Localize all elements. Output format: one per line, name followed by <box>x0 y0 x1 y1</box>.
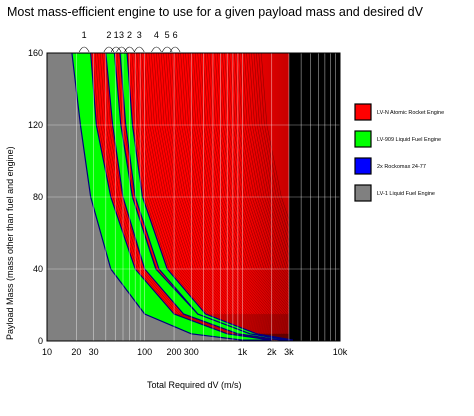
region-label: 1 <box>114 30 119 40</box>
y-tick-labels: 0 40 80 120 160 <box>28 48 43 346</box>
region-label: 1 <box>82 30 87 40</box>
region-bracket <box>124 46 135 53</box>
y-tick-label: 80 <box>33 192 43 202</box>
region-bracket <box>151 46 162 53</box>
region-bracket <box>169 46 181 53</box>
legend-swatch <box>354 184 372 202</box>
x-axis-label: Total Required dV (m/s) <box>147 380 242 390</box>
x-tick-label: 2k <box>267 347 277 357</box>
region-bracket <box>110 46 122 53</box>
lv909-band-3 <box>119 53 294 341</box>
grid <box>47 53 340 341</box>
legend-swatch <box>354 157 372 175</box>
region-label: 5 <box>165 30 170 40</box>
legend-label: LV-N Atomic Rocket Engine <box>377 110 444 116</box>
chart-title: Most mass-efficient engine to use for a … <box>7 5 424 19</box>
legend-label: 2x Rockomax 24-77 <box>377 164 426 170</box>
x-tick-label: 100 <box>137 347 152 357</box>
x-tick-label: 10k <box>333 347 348 357</box>
region-label: 4 <box>154 30 159 40</box>
x-tick-label: 30 <box>89 347 99 357</box>
region-label: 3 <box>119 30 124 40</box>
x-tick-labels: 10 20 30 100 200 300 1k 2k 3k 10k <box>42 347 348 357</box>
region-bracket <box>161 46 173 53</box>
plot-frame <box>46 52 341 342</box>
x-tick-label: 200 <box>167 347 182 357</box>
x-tick-label: 300 <box>184 347 199 357</box>
plot-area <box>47 53 340 341</box>
y-tick-label: 160 <box>28 48 43 58</box>
region-label: 3 <box>137 30 142 40</box>
x-tick-label: 1k <box>238 347 248 357</box>
region-bracket <box>116 46 127 53</box>
y-axis-label: Payload Mass (mass other than fuel and e… <box>5 146 15 340</box>
region-label: 6 <box>173 30 178 40</box>
legend-swatch <box>354 103 372 121</box>
x-tick-label: 20 <box>71 347 81 357</box>
legend: LV-N Atomic Rocket Engine LV-909 Liquid F… <box>354 103 444 202</box>
region-label: 2 <box>127 30 132 40</box>
y-tick-label: 0 <box>38 336 43 346</box>
region-bracket <box>103 46 115 53</box>
x-tick-label: 10 <box>42 347 52 357</box>
legend-swatch <box>354 130 372 148</box>
y-tick-label: 120 <box>28 120 43 130</box>
legend-label: LV-909 Liquid Fuel Engine <box>377 137 441 143</box>
y-tick-label: 40 <box>33 264 43 274</box>
legend-label: LV-1 Liquid Fuel Engine <box>377 191 435 197</box>
region-label: 2 <box>106 30 111 40</box>
region-bracket <box>78 46 90 53</box>
region-bracket <box>133 46 145 53</box>
x-tick-label: 3k <box>284 347 294 357</box>
